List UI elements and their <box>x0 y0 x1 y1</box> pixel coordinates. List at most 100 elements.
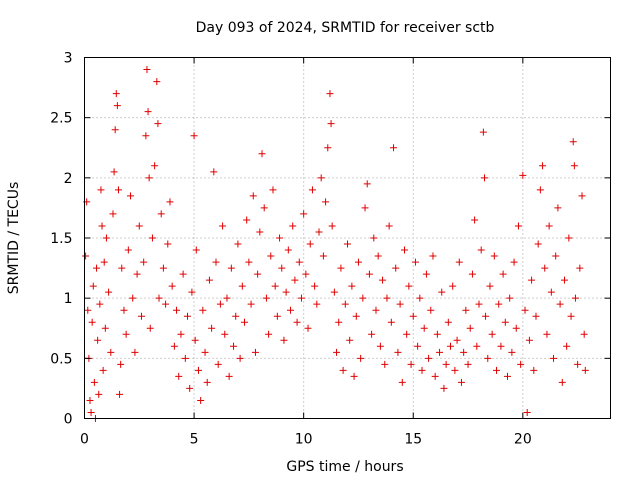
data-point <box>240 318 248 326</box>
data-point <box>482 312 490 320</box>
data-point <box>528 276 536 284</box>
data-point <box>392 264 400 272</box>
data-point <box>317 174 325 182</box>
data-point <box>120 306 128 314</box>
data-point <box>569 138 577 146</box>
data-point <box>151 162 159 170</box>
data-point <box>210 168 218 176</box>
x-tick-label: 5 <box>190 432 199 448</box>
data-point <box>297 294 305 302</box>
data-point <box>440 384 448 392</box>
data-point <box>271 282 279 290</box>
data-point <box>159 264 167 272</box>
data-point <box>530 366 538 374</box>
data-point <box>396 300 404 308</box>
data-point <box>192 246 200 254</box>
data-point <box>574 360 582 368</box>
data-point <box>284 246 292 254</box>
data-point <box>191 336 199 344</box>
data-point <box>390 144 398 152</box>
data-point <box>479 128 487 136</box>
data-point <box>488 330 496 338</box>
data-point <box>230 342 238 350</box>
data-point <box>466 324 474 332</box>
y-tick-label: 1 <box>64 291 73 307</box>
data-point <box>262 294 270 302</box>
data-point <box>86 396 94 404</box>
data-point <box>427 306 435 314</box>
data-point <box>409 312 417 320</box>
x-tick-label: 20 <box>514 432 532 448</box>
data-point <box>97 186 105 194</box>
data-point <box>565 234 573 242</box>
data-point <box>143 66 151 74</box>
data-point <box>403 330 411 338</box>
data-point <box>550 354 558 362</box>
data-point <box>112 90 120 98</box>
data-point <box>372 306 380 314</box>
data-point <box>365 270 373 278</box>
data-point <box>157 210 165 218</box>
x-tick-label: 0 <box>80 432 89 448</box>
data-point <box>350 372 358 380</box>
data-point <box>276 234 284 242</box>
data-point <box>267 252 275 260</box>
data-point <box>137 312 145 320</box>
data-point <box>84 306 92 314</box>
y-tick-label: 0.5 <box>50 351 72 367</box>
data-point <box>278 264 286 272</box>
data-point <box>541 264 549 272</box>
data-point <box>232 312 240 320</box>
x-tick-labels: 0 5 10 15 20 <box>80 432 532 448</box>
data-point <box>245 258 253 266</box>
data-point <box>308 186 316 194</box>
data-point <box>328 222 336 230</box>
data-point <box>188 288 196 296</box>
data-point <box>102 234 110 242</box>
data-point <box>194 366 202 374</box>
data-point <box>100 258 108 266</box>
data-point <box>453 336 461 344</box>
data-point <box>170 342 178 350</box>
data-point <box>567 312 575 320</box>
data-point <box>545 222 553 230</box>
data-point <box>348 282 356 290</box>
data-point <box>547 288 555 296</box>
data-point <box>280 336 288 344</box>
data-points <box>82 66 589 422</box>
data-point <box>162 300 170 308</box>
x-tick-label: 15 <box>404 432 422 448</box>
data-point <box>155 294 163 302</box>
data-point <box>330 288 338 296</box>
data-point <box>265 330 273 338</box>
data-point <box>578 192 586 200</box>
data-point <box>219 222 227 230</box>
data-point <box>363 180 371 188</box>
data-point <box>357 354 365 362</box>
data-point <box>89 282 97 290</box>
chart-title: Day 093 of 2024, SRMTID for receiver sct… <box>196 20 495 36</box>
data-point <box>444 318 452 326</box>
data-point <box>256 228 264 236</box>
data-point <box>258 150 266 158</box>
y-tick-label: 1.5 <box>50 231 72 247</box>
data-point <box>168 282 176 290</box>
data-point <box>223 294 231 302</box>
data-point <box>181 354 189 362</box>
data-point <box>457 378 465 386</box>
data-point <box>113 102 121 110</box>
data-point <box>477 246 485 254</box>
data-point <box>166 198 174 206</box>
data-point <box>486 282 494 290</box>
data-point <box>433 330 441 338</box>
data-point <box>581 366 589 374</box>
data-point <box>205 276 213 284</box>
data-point <box>107 348 115 356</box>
data-point <box>135 222 143 230</box>
y-tick-label: 0 <box>64 412 73 428</box>
data-point <box>558 378 566 386</box>
data-point <box>506 294 514 302</box>
data-point <box>497 342 505 350</box>
data-point <box>405 282 413 290</box>
